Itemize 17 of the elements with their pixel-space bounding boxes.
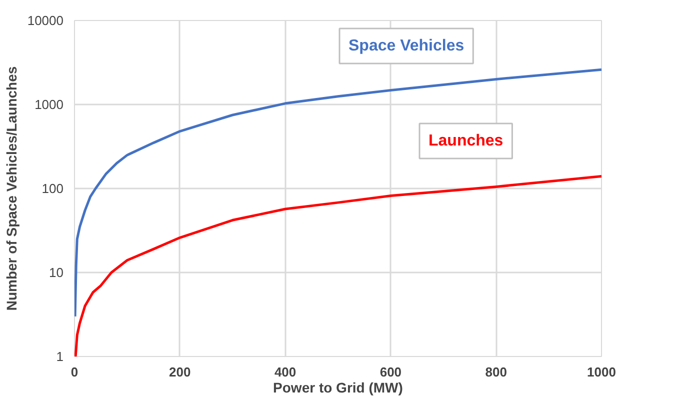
x-tick-label: 200 [169, 364, 191, 380]
x-tick-label: 800 [485, 364, 507, 380]
y-tick-label: 100 [42, 181, 64, 196]
text: Launches [428, 132, 504, 150]
x-tick-label: 400 [274, 364, 296, 380]
line-series [74, 68, 602, 318]
y-tick-label: 1000 [34, 97, 64, 112]
y-tick-label: 10 [49, 265, 64, 280]
y-tick-label: 1 [56, 349, 64, 364]
y-axis-title: Number of Space Vehicles/Launches [3, 66, 20, 311]
x-axis-title: Power to Grid (MW) [273, 380, 403, 396]
x-tick-label: 0 [70, 364, 78, 380]
y-tick-label: 10000 [27, 13, 64, 28]
x-tick-label: 600 [380, 364, 402, 380]
series-label: Space Vehicles [348, 38, 464, 54]
line-series [74, 174, 602, 356]
x-tick-label: 1000 [587, 364, 616, 380]
